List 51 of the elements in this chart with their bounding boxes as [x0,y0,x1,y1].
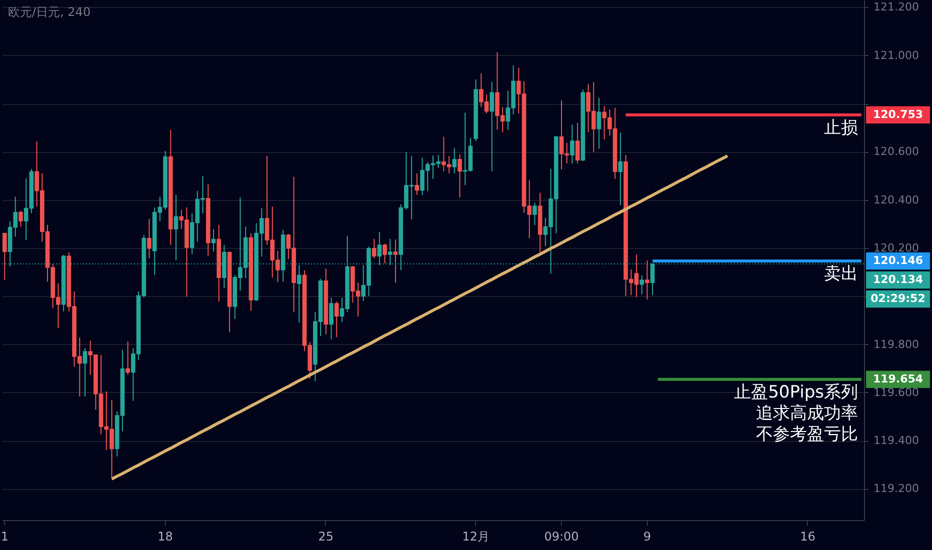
candlestick [329,297,334,340]
x-tick-label: 25 [318,530,334,544]
candlestick [18,210,23,228]
x-tick-label: 18 [158,530,173,544]
y-tick-label: 120.200 [874,241,919,254]
y-tick-label: 119.600 [874,386,919,399]
candlestick [334,301,339,338]
candlestick [458,154,462,198]
candlestick [570,124,574,164]
text: 02:29:52 [870,292,926,305]
y-tick-label: 120.600 [874,145,919,158]
y-tick-label: 121.200 [874,0,919,14]
candlestick [147,218,152,259]
y-tick-label: 121.000 [874,48,919,62]
candlestick [414,172,420,196]
candlestick [82,348,88,397]
annotation: 不参考盈亏比 [756,424,858,444]
data-label: 119.654 [872,372,924,386]
candlestick [596,97,602,150]
candlestick [644,260,650,300]
annotation: 止盈50Pips系列 [734,382,858,402]
candlestick [640,274,644,295]
candlestick [174,194,178,260]
x-tick-label: 9 [643,530,651,544]
candlestick [532,202,537,226]
annotation: 卖出 [824,264,858,284]
line-series [110,154,729,481]
y-tick-label: 119.400 [874,434,919,448]
annotation: 止损 [824,118,858,138]
candlestick [452,147,457,174]
annotation: 追求高成功率 [756,403,858,424]
y-tick-label: 120.400 [874,193,919,206]
ref-line-label: 120.134 [872,272,924,286]
candlestick [382,243,387,264]
candlestick [618,132,623,206]
candlestick [372,238,376,259]
candlestick [490,81,494,172]
x-tick-label: 1 [0,530,8,544]
chart-title: 欧元/日元, 240 [8,5,91,19]
candlestick [126,341,130,376]
candlestick [575,122,580,164]
y-tick-label: 119.200 [874,482,919,496]
candlestick [393,239,398,284]
data-label: 120.146 [872,254,924,267]
data-label: 120.753 [872,108,924,121]
candlestick [211,228,216,252]
x-tick-label: 09:00 [544,530,579,544]
y-tick-label: 119.800 [874,338,919,351]
x-tick-label: 12月 [462,530,490,544]
candlestick [2,232,7,280]
x-tick-label: 16 [800,530,816,544]
